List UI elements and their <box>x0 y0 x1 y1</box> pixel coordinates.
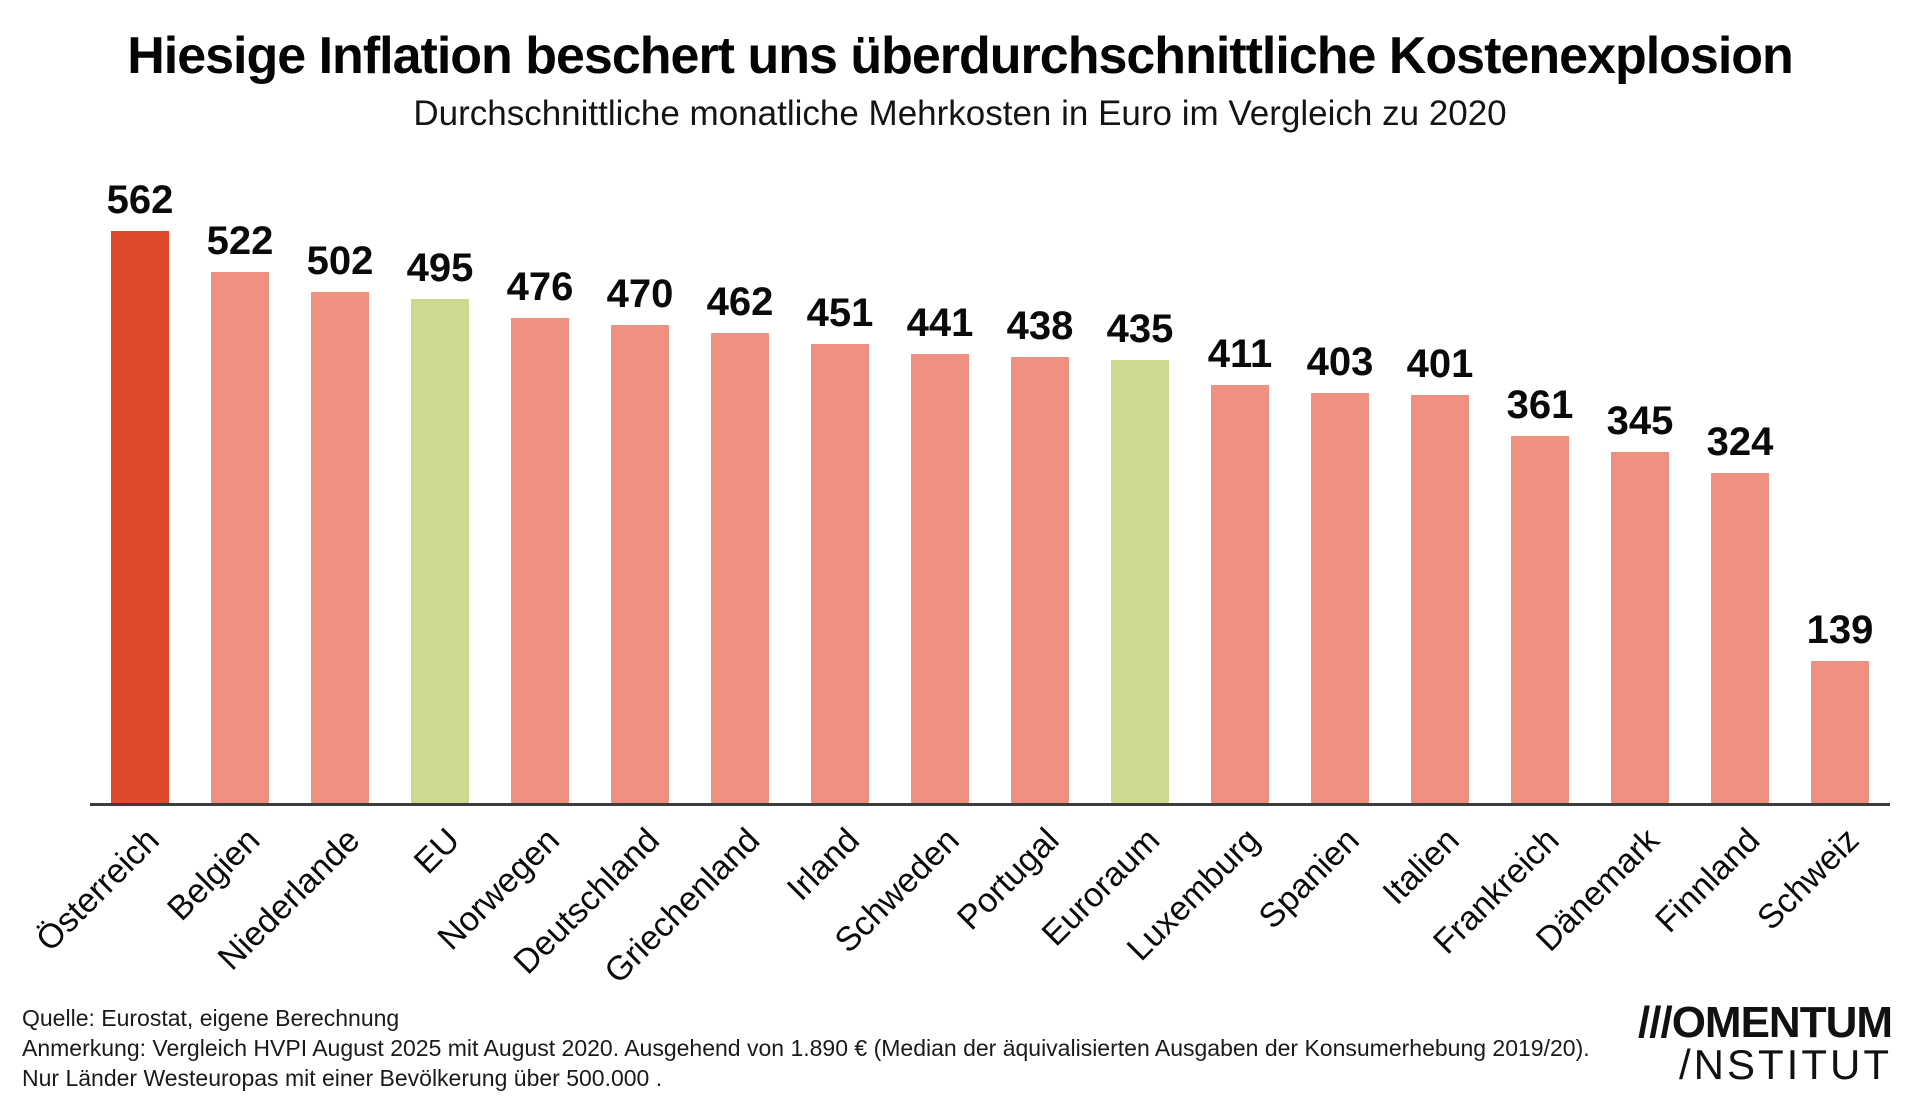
bar <box>1111 360 1169 803</box>
bar-column: 502 Niederlande <box>210 168 373 978</box>
bar-column: 441 Schweden <box>828 168 974 960</box>
bar-value-label: 462 <box>706 280 774 324</box>
bar-value-label: 411 <box>1207 332 1273 376</box>
bar-value-label: 495 <box>406 246 474 290</box>
x-axis-label: Italien <box>1375 821 1467 913</box>
bar-column: 451 Irland <box>780 168 874 908</box>
bar-value-label: 522 <box>206 219 274 263</box>
source-note: Quelle: Eurostat, eigene Berechnung <box>22 1005 400 1031</box>
bar-column: 462 Griechenland <box>597 168 773 991</box>
bar-column: 435 Euroraum <box>1034 168 1173 953</box>
bar-column: 324 Finnland <box>1648 168 1774 940</box>
bar <box>1511 436 1569 803</box>
bar-value-label: 451 <box>806 291 874 335</box>
bars-container: 562 Österreich 522 Belgien 502 Niederlande 495… <box>29 168 1890 991</box>
bar-value-label: 435 <box>1106 307 1174 351</box>
x-axis-label: Irland <box>779 821 867 909</box>
bar <box>1211 385 1269 803</box>
bar <box>511 318 569 803</box>
bar <box>411 299 469 803</box>
bar <box>711 333 769 803</box>
bar <box>1811 661 1869 803</box>
bar <box>1311 393 1369 803</box>
bar-value-label: 361 <box>1506 383 1574 427</box>
x-axis-label: Finnland <box>1647 821 1767 941</box>
x-axis-label: Schweiz <box>1750 821 1867 938</box>
bar-value-label: 324 <box>1706 420 1774 464</box>
bar-value-label: 562 <box>106 178 174 222</box>
bar-column: 562 Österreich <box>29 168 173 959</box>
bar-column: 495 EU <box>407 168 474 881</box>
bar <box>311 292 369 803</box>
bar-column: 476 Norwegen <box>430 168 573 957</box>
bar <box>1411 395 1469 803</box>
bar-chart: 562 Österreich 522 Belgien 502 Niederlande 495… <box>29 168 1890 991</box>
bar-column: 361 Frankreich <box>1426 168 1573 961</box>
bar-value-label: 401 <box>1406 342 1474 386</box>
logo-line-institut: /NSTITUT <box>1679 1041 1892 1088</box>
bar <box>1611 452 1669 803</box>
bar-value-label: 476 <box>506 265 574 309</box>
scope-note: Nur Länder Westeuropas mit einer Bevölke… <box>22 1065 663 1091</box>
bar-value-label: 345 <box>1606 399 1674 443</box>
bar <box>111 231 169 803</box>
bar-value-label: 438 <box>1006 304 1074 348</box>
bar <box>811 344 869 803</box>
bar-column: 470 Deutschland <box>506 168 673 982</box>
bar-column: 403 Spanien <box>1252 168 1374 936</box>
bar-value-label: 502 <box>306 239 374 283</box>
bar-column: 411 Luxemburg <box>1120 168 1273 968</box>
bar <box>1011 357 1069 803</box>
method-note: Anmerkung: Vergleich HVPI August 2025 mi… <box>22 1035 1590 1061</box>
bar-value-label: 403 <box>1306 340 1374 384</box>
bar-column: 401 Italien <box>1376 168 1474 912</box>
x-axis-label: EU <box>406 821 467 882</box>
bar <box>1711 473 1769 803</box>
chart-subtitle: Durchschnittliche monatliche Mehrkosten … <box>413 94 1507 133</box>
footnotes: Quelle: Eurostat, eigene Berechnung Anme… <box>22 1003 1590 1093</box>
bar <box>211 272 269 803</box>
bar-value-label: 470 <box>606 272 674 316</box>
bar <box>611 325 669 803</box>
bar-column: 438 Portugal <box>950 168 1073 937</box>
logo-line-momentum: ///OMENTUM <box>1638 998 1893 1047</box>
x-axis-label: Österreich <box>29 821 167 959</box>
bar-value-label: 139 <box>1806 608 1874 652</box>
momentum-institut-logo: ///OMENTUM /NSTITUT <box>1638 998 1893 1088</box>
bar-column: 139 Schweiz <box>1750 168 1873 937</box>
bar <box>911 354 969 803</box>
bar-column: 522 Belgien <box>160 168 274 928</box>
x-axis-label: Spanien <box>1251 821 1367 937</box>
bar-column: 345 Dänemark <box>1529 168 1673 959</box>
chart-title: Hiesige Inflation beschert uns überdurch… <box>127 27 1794 85</box>
bar-value-label: 441 <box>906 301 974 345</box>
